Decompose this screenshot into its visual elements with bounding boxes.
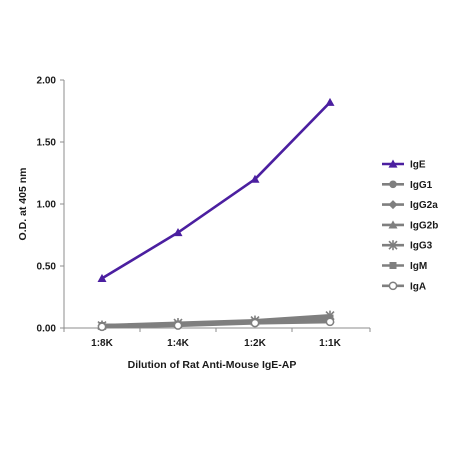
data-point-ige: [325, 97, 335, 106]
data-point-iga: [325, 317, 335, 327]
legend-item-igg2b: IgG2b: [382, 220, 438, 231]
data-point-ige: [250, 174, 260, 183]
data-point-iga: [250, 318, 260, 328]
data-point-ige: [173, 228, 183, 237]
legend-marker-igg3: [388, 240, 398, 251]
x-tick-label: 1:2K: [244, 338, 266, 349]
legend-item-ige: IgE: [382, 159, 426, 171]
legend-marker-iga: [388, 281, 398, 291]
series-ige: [97, 97, 335, 282]
y-tick-label: 0.00: [37, 324, 57, 335]
legend-label-igg3: IgG3: [410, 241, 433, 252]
legend-label-igg2a: IgG2a: [410, 200, 438, 211]
y-axis-ticks: 0.00 0.50 1.00 1.50 2.00: [37, 76, 64, 335]
legend-label-igg2b: IgG2b: [410, 220, 438, 231]
y-tick-label: 1.50: [37, 138, 57, 149]
x-tick-label: 1:8K: [91, 338, 113, 349]
data-point-ige: [97, 273, 107, 282]
legend: IgE IgG1 IgG2a IgG2b IgG3 IgM IgA: [382, 159, 438, 292]
legend-item-iga: IgA: [382, 281, 426, 292]
legend-item-igg1: IgG1: [382, 180, 433, 191]
legend-marker-igg2b: [388, 220, 398, 229]
y-tick-label: 0.50: [37, 262, 57, 273]
series-line-iga: [101, 320, 331, 329]
data-point-iga: [173, 321, 183, 330]
legend-item-igg3: IgG3: [382, 240, 433, 252]
series-iga: [97, 317, 335, 332]
data-point-iga: [97, 322, 107, 332]
legend-item-igm: IgM: [382, 261, 427, 272]
legend-label-igg1: IgG1: [410, 180, 433, 191]
x-tick-label: 1:1K: [319, 338, 341, 349]
legend-marker-ige: [388, 159, 398, 168]
x-axis-title: Dilution of Rat Anti-Mouse IgE-AP: [128, 359, 297, 371]
y-tick-label: 2.00: [37, 76, 57, 87]
legend-marker-igm: [389, 262, 397, 269]
legend-label-ige: IgE: [410, 160, 426, 171]
legend-label-igm: IgM: [410, 261, 427, 272]
series-line-ige: [101, 101, 331, 280]
y-axis-title: O.D. at 405 nm: [17, 168, 29, 241]
x-tick-label: 1:4K: [167, 338, 189, 349]
legend-marker-igg1: [389, 180, 397, 189]
legend-label-iga: IgA: [410, 281, 426, 292]
data-series: [97, 97, 335, 332]
legend-item-igg2a: IgG2a: [382, 200, 438, 211]
legend-marker-igg2a: [388, 200, 398, 210]
x-axis-ticks: 1:8K 1:4K 1:2K 1:1K: [63, 328, 371, 349]
y-tick-label: 1.00: [37, 200, 57, 211]
